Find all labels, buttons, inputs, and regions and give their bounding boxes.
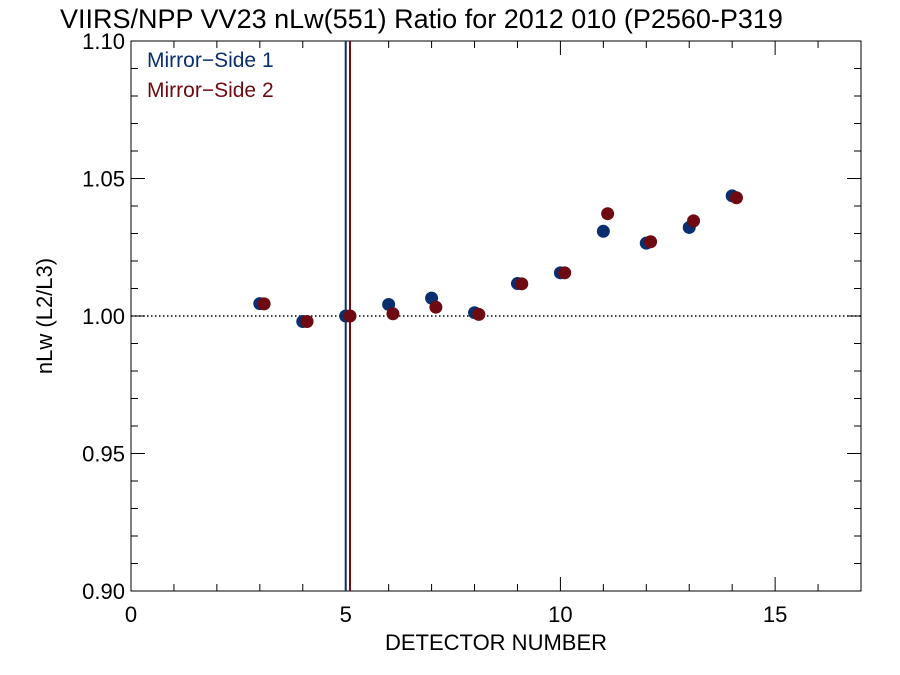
chart-title: VIIRS/NPP VV23 nLw(551) Ratio for 2012 0… [60, 4, 783, 34]
y-tick-label: 0.90 [82, 579, 125, 604]
x-axis-label: DETECTOR NUMBER [385, 630, 607, 655]
data-point-mirror-side-2 [386, 307, 400, 321]
data-point-mirror-side-1 [596, 224, 610, 238]
data-point-mirror-side-2 [472, 307, 486, 321]
y-tick-labels: 0.90 0.95 1.00 1.05 1.10 [82, 29, 125, 604]
data-point-mirror-side-2 [343, 309, 357, 323]
data-point-mirror-side-2 [515, 277, 529, 291]
y-tick-label: 1.10 [82, 29, 125, 54]
x-tick-label: 15 [763, 602, 787, 627]
data-point-mirror-side-2 [300, 315, 314, 328]
legend-entry-mirror-side-2: Mirror−Side 2 [147, 79, 274, 102]
data-point-mirror-side-2 [601, 207, 615, 221]
y-tick-label: 1.05 [82, 167, 125, 192]
legend: Mirror−Side 1 Mirror−Side 2 [147, 49, 274, 102]
data-point-mirror-side-2 [729, 191, 743, 205]
x-tick-labels: 0 5 10 15 [125, 602, 787, 627]
data-points [253, 189, 743, 328]
major-ticks [130, 40, 861, 592]
y-tick-label: 1.00 [82, 304, 125, 329]
y-axis-label: nLw (L2/L3) [32, 258, 57, 374]
y-tick-label: 0.95 [82, 442, 125, 467]
data-point-mirror-side-2 [429, 300, 443, 314]
data-point-mirror-side-2 [644, 235, 658, 249]
plot-area [130, 40, 862, 592]
x-tick-label: 10 [548, 602, 572, 627]
data-point-mirror-side-2 [687, 214, 701, 228]
x-tick-label: 0 [125, 602, 137, 627]
data-point-mirror-side-2 [558, 266, 572, 280]
minor-ticks [131, 41, 861, 591]
legend-entry-mirror-side-1: Mirror−Side 1 [147, 49, 274, 72]
x-tick-label: 5 [340, 602, 352, 627]
data-point-mirror-side-2 [257, 297, 271, 311]
